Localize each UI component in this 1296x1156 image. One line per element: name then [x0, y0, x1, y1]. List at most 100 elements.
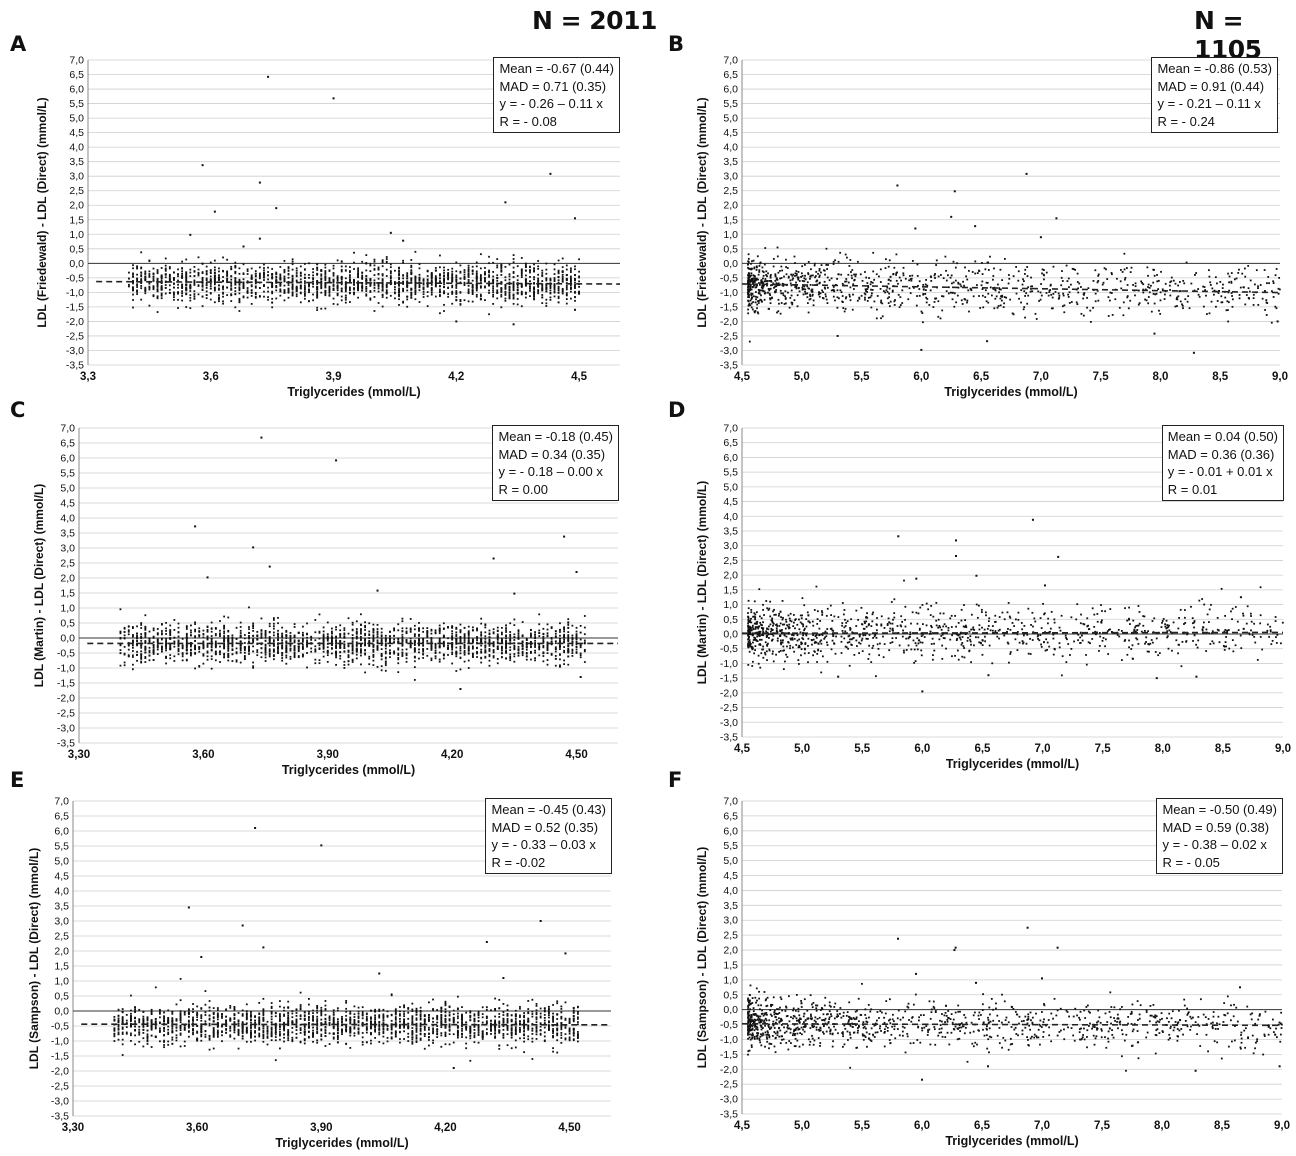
data-point: [242, 273, 245, 275]
data-point: [283, 275, 286, 278]
data-point: [227, 637, 230, 639]
data-point: [430, 274, 433, 277]
data-point: [521, 650, 524, 653]
data-point: [206, 658, 209, 661]
data-point: [937, 315, 940, 318]
data-point: [223, 635, 226, 637]
data-point: [355, 632, 358, 635]
data-point: [455, 652, 458, 654]
data-point: [463, 636, 466, 639]
data-point: [132, 286, 134, 289]
data-point: [193, 265, 196, 268]
data-point: [480, 639, 483, 642]
data-point: [380, 641, 383, 643]
data-point: [930, 276, 933, 279]
data-point: [776, 277, 778, 280]
data-point: [344, 286, 347, 289]
data-point: [422, 288, 425, 291]
data-point: [505, 627, 507, 630]
data-point: [422, 630, 425, 633]
data-point: [281, 645, 284, 647]
data-point: [563, 635, 565, 638]
data-point: [283, 277, 286, 280]
data-point: [790, 273, 793, 276]
data-point: [533, 293, 535, 296]
data-point: [774, 291, 777, 294]
data-point: [821, 296, 824, 299]
data-point: [289, 649, 292, 652]
data-point: [459, 299, 462, 302]
data-point: [360, 629, 362, 632]
data-point: [310, 642, 313, 645]
data-point: [534, 631, 536, 633]
data-point: [227, 638, 230, 641]
data-point: [353, 291, 355, 294]
data-point: [209, 292, 212, 294]
data-point: [156, 644, 159, 647]
data-point: [140, 653, 143, 656]
data-point: [878, 275, 880, 278]
data-point: [267, 266, 269, 269]
data-point: [987, 292, 990, 295]
data-point: [144, 633, 147, 635]
data-point: [234, 277, 237, 280]
data-point: [430, 645, 433, 648]
data-point: [557, 276, 560, 278]
data-point: [214, 646, 217, 649]
data-point: [297, 649, 300, 652]
data-point: [501, 641, 503, 644]
y-tick-label-a-2: 6,0: [69, 84, 84, 96]
data-point: [492, 280, 495, 283]
data-point: [479, 285, 482, 288]
data-point: [451, 626, 454, 629]
data-point: [289, 638, 292, 641]
y-tick-label-a-9: 2,5: [69, 185, 84, 197]
data-point: [575, 636, 578, 639]
data-point: [785, 258, 787, 261]
data-point: [484, 272, 486, 275]
data-point: [1155, 292, 1158, 295]
data-point: [747, 282, 750, 285]
data-point: [459, 281, 462, 284]
data-point: [430, 647, 433, 650]
data-point: [234, 265, 237, 268]
data-point: [277, 639, 279, 641]
data-point: [331, 643, 333, 646]
data-point: [1051, 296, 1054, 299]
data-point: [312, 282, 314, 285]
data-point: [488, 284, 490, 286]
data-point: [467, 659, 470, 662]
data-point: [357, 283, 359, 286]
data-point: [140, 656, 143, 659]
data-point: [779, 269, 781, 272]
data-point: [277, 633, 279, 636]
data-point: [1086, 296, 1088, 299]
data-point: [853, 273, 856, 276]
data-point: [463, 277, 466, 280]
data-point: [512, 272, 515, 274]
data-point: [181, 285, 184, 288]
data-point: [355, 649, 358, 652]
data-point: [553, 268, 556, 271]
data-point: [223, 627, 226, 630]
data-point: [512, 302, 515, 305]
data-point: [747, 280, 750, 282]
data-point: [152, 278, 155, 280]
data-point: [438, 628, 441, 631]
data-point: [484, 267, 486, 269]
data-point: [554, 646, 557, 649]
data-point: [807, 261, 810, 263]
data-point: [264, 636, 267, 639]
data-point: [1227, 272, 1229, 275]
data-point: [533, 293, 535, 296]
data-point: [434, 295, 437, 298]
data-point: [492, 644, 495, 647]
data-point: [818, 274, 821, 277]
data-point: [569, 284, 572, 287]
data-point: [132, 273, 134, 276]
data-point: [401, 640, 404, 642]
data-point: [496, 646, 499, 648]
data-point: [569, 269, 572, 272]
data-point: [804, 263, 806, 266]
data-point: [190, 642, 192, 645]
